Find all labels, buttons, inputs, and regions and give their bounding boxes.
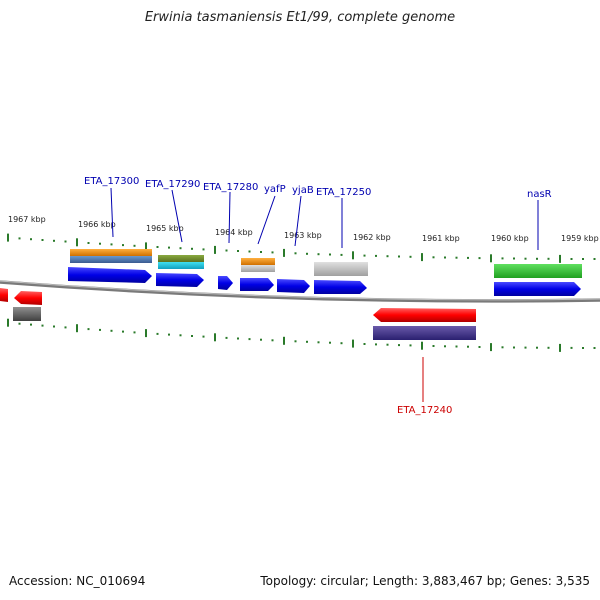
gene-label-eta-17300[interactable]: ETA_17300 bbox=[84, 176, 139, 187]
scale-label: 1962 kbp bbox=[353, 233, 391, 242]
gene-label-eta-17240[interactable]: ETA_17240 bbox=[397, 405, 452, 416]
gene-labels: ETA_17300 ETA_17290 ETA_17280 yafP yjaB … bbox=[84, 176, 552, 416]
feature-bar[interactable] bbox=[13, 307, 41, 321]
feature-bar[interactable] bbox=[314, 262, 368, 276]
scale-label: 1965 kbp bbox=[146, 224, 184, 233]
gene-label-eta-17250[interactable]: ETA_17250 bbox=[316, 187, 371, 198]
gene-arrow-reverse[interactable] bbox=[14, 291, 42, 305]
feature-bar[interactable] bbox=[70, 249, 152, 256]
gene-label-yafp[interactable]: yafP bbox=[264, 184, 286, 195]
gene-arrow-forward[interactable] bbox=[240, 278, 274, 291]
scale-label: 1964 kbp bbox=[215, 228, 253, 237]
forward-genes bbox=[68, 267, 581, 296]
scale-label: 1960 kbp bbox=[491, 234, 529, 243]
scale-ticks-upper bbox=[7, 233, 596, 263]
feature-bar[interactable] bbox=[241, 265, 275, 272]
gene-arrow-forward[interactable] bbox=[494, 282, 581, 296]
gene-arrow-forward[interactable] bbox=[218, 276, 233, 290]
gene-arrow-reverse[interactable] bbox=[0, 288, 8, 302]
feature-bar[interactable] bbox=[70, 256, 152, 263]
reverse-genes bbox=[0, 288, 476, 340]
feature-bar[interactable] bbox=[158, 255, 204, 262]
genome-summary: Topology: circular; Length: 3,883,467 bp… bbox=[260, 574, 590, 588]
scale-labels: 1967 kbp 1966 kbp 1965 kbp 1964 kbp 1963… bbox=[8, 215, 599, 243]
scale-label: 1961 kbp bbox=[422, 234, 460, 243]
feature-bar[interactable] bbox=[494, 264, 582, 278]
gene-label-eta-17280[interactable]: ETA_17280 bbox=[203, 182, 258, 193]
feature-track-upper bbox=[70, 249, 582, 278]
gene-arrow-reverse[interactable] bbox=[373, 308, 476, 322]
feature-bar[interactable] bbox=[373, 326, 476, 340]
scale-label: 1966 kbp bbox=[78, 220, 116, 229]
genome-backbone bbox=[0, 280, 600, 303]
label-leaders bbox=[110, 187, 539, 402]
gene-label-eta-17290[interactable]: ETA_17290 bbox=[145, 179, 200, 190]
gene-arrow-forward[interactable] bbox=[68, 267, 152, 283]
genome-title: Erwinia tasmaniensis Et1/99, complete ge… bbox=[144, 10, 456, 25]
feature-bar[interactable] bbox=[158, 262, 204, 269]
gene-label-yjab[interactable]: yjaB bbox=[292, 185, 314, 196]
gene-arrow-forward[interactable] bbox=[277, 279, 310, 293]
gene-arrow-forward[interactable] bbox=[156, 273, 204, 287]
scale-ticks-lower bbox=[7, 318, 596, 352]
feature-bar[interactable] bbox=[241, 258, 275, 265]
accession-label: Accession: NC_010694 bbox=[9, 574, 146, 588]
scale-label: 1967 kbp bbox=[8, 215, 46, 224]
genome-backbone-highlight bbox=[0, 280, 600, 301]
scale-label: 1963 kbp bbox=[284, 231, 322, 240]
scale-label: 1959 kbp bbox=[561, 234, 599, 243]
gene-label-nasr[interactable]: nasR bbox=[527, 189, 552, 200]
gene-arrow-forward[interactable] bbox=[314, 280, 367, 294]
